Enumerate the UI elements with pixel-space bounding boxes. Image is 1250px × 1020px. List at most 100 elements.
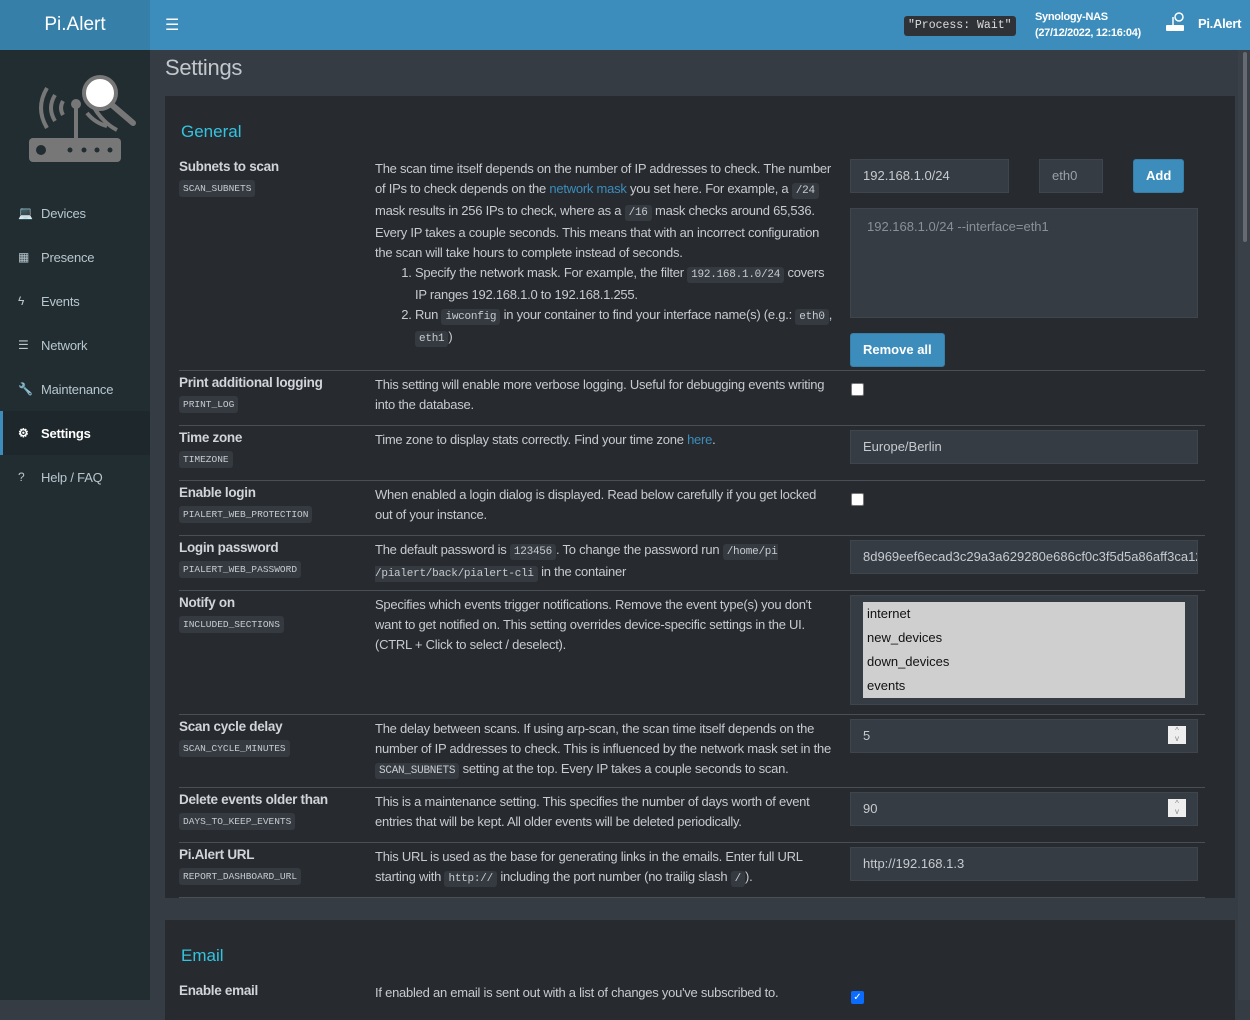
setting-key: DAYS_TO_KEEP_EVENTS bbox=[179, 813, 296, 830]
subnet-input[interactable]: 192.168.1.0/24 bbox=[850, 159, 1009, 193]
setting-checkbox[interactable]: ✓ bbox=[851, 991, 864, 1004]
sidebar-item-help-faq[interactable]: ? Help / FAQ bbox=[0, 455, 150, 499]
setting-row: Time zone TIMEZONE Time zone to display st… bbox=[179, 426, 1205, 481]
question-icon: ? bbox=[18, 470, 25, 484]
select-option[interactable]: internet bbox=[863, 602, 1185, 626]
inline-code: 192.168.1.0/24 bbox=[687, 267, 785, 283]
help-link[interactable]: here bbox=[687, 432, 713, 447]
sidebar-item-devices[interactable]: 💻 Devices bbox=[0, 191, 150, 235]
description-text: , bbox=[828, 307, 833, 322]
setting-control bbox=[850, 371, 1205, 425]
sidebar-item-events[interactable]: ϟ Events bbox=[0, 279, 150, 323]
setting-input[interactable]: Europe/Berlin bbox=[850, 430, 1198, 464]
setting-label: Enable login bbox=[179, 485, 256, 500]
setting-label-cell: Enable email bbox=[179, 979, 375, 1019]
setting-label: Time zone bbox=[179, 430, 243, 445]
description-paragraph: This URL is used as the base for generat… bbox=[375, 847, 836, 889]
description-text: This is a maintenance setting. This spec… bbox=[375, 794, 810, 829]
number-spinner-icon[interactable]: ^ v bbox=[1168, 799, 1186, 817]
top-navbar: Pi.Alert ☰ "Process: Wait" Synology-NAS (… bbox=[0, 0, 1250, 50]
setting-label-cell: Enable login PIALERT_WEB_PROTECTION bbox=[179, 481, 375, 535]
setting-control: 90 ^ v bbox=[850, 788, 1205, 842]
description-paragraph: If enabled an email is sent out with a l… bbox=[375, 983, 836, 1003]
sidebar-menu: 💻 Devices ▦ Presence ϟ Events ☰ Network 🔧 Mainten… bbox=[0, 191, 150, 499]
sidebar-item-label: Help / FAQ bbox=[41, 469, 103, 485]
inline-code: iwconfig bbox=[441, 309, 501, 325]
inline-code: /24 bbox=[791, 183, 819, 199]
brand-logo[interactable]: Pi.Alert bbox=[0, 0, 150, 50]
setting-checkbox[interactable] bbox=[851, 493, 864, 506]
inline-code: SCAN_SUBNETS bbox=[375, 763, 460, 779]
setting-label: Subnets to scan bbox=[179, 159, 279, 174]
setting-label: Enable email bbox=[179, 983, 258, 998]
setting-description: When enabled a login dialog is displayed… bbox=[375, 481, 850, 535]
description-text: This setting will enable more verbose lo… bbox=[375, 377, 825, 412]
description-paragraph: The default password is 123456. To chang… bbox=[375, 540, 836, 584]
sidebar-item-label: Devices bbox=[41, 205, 86, 221]
sidebar-item-label: Maintenance bbox=[41, 381, 114, 397]
select-option[interactable]: events bbox=[863, 674, 1185, 698]
description-paragraph: The scan time itself depends on the numb… bbox=[375, 159, 836, 263]
setting-input[interactable]: http://192.168.1.3 bbox=[850, 847, 1198, 881]
setting-input[interactable]: 90 bbox=[850, 792, 1198, 826]
sidebar-item-network[interactable]: ☰ Network bbox=[0, 323, 150, 367]
description-text: mask results in 256 IPs to check, where … bbox=[375, 203, 625, 218]
description-text: ) bbox=[448, 329, 453, 344]
interface-input[interactable]: eth0 bbox=[1039, 159, 1103, 193]
description-paragraph: Time zone to display stats correctly. Fi… bbox=[375, 430, 836, 450]
user-menu[interactable]: Pi.Alert bbox=[1198, 16, 1242, 31]
setting-description: Specifies which events trigger notificat… bbox=[375, 591, 850, 714]
subnets-list-textarea[interactable]: 192.168.1.0/24 --interface=eth1 bbox=[850, 208, 1198, 318]
menu-toggle-icon[interactable]: ☰ bbox=[165, 17, 180, 34]
remove-all-button[interactable]: Remove all bbox=[850, 333, 945, 367]
description-text: The delay between scans. If using arp-sc… bbox=[375, 721, 831, 756]
setting-input[interactable]: 8d969eef6ecad3c29a3a629280e686cf0c3f5d5a… bbox=[850, 540, 1198, 574]
setting-row: Enable email If enabled an email is sent … bbox=[179, 979, 1205, 1019]
description-text: . bbox=[712, 432, 716, 447]
setting-label-cell: Delete events older than DAYS_TO_KEEP_EVE… bbox=[179, 788, 375, 842]
gear-icon: ⚙ bbox=[18, 426, 29, 440]
setting-control: http://192.168.1.3 bbox=[850, 843, 1205, 897]
inline-code: http:// bbox=[444, 871, 497, 887]
scrollbar-thumb[interactable] bbox=[1243, 52, 1247, 242]
setting-row: Delete events older than DAYS_TO_KEEP_EVE… bbox=[179, 788, 1205, 843]
number-spinner-icon[interactable]: ^ v bbox=[1168, 726, 1186, 744]
setting-input[interactable]: 5 bbox=[850, 719, 1198, 753]
subnet-entry[interactable]: 192.168.1.0/24 --interface=eth1 bbox=[867, 219, 1049, 234]
setting-description: This URL is used as the base for generat… bbox=[375, 843, 850, 897]
add-subnet-button[interactable]: Add bbox=[1133, 159, 1185, 193]
setting-row: Subnets to scan SCAN_SUBNETS The scan time… bbox=[179, 155, 1205, 371]
host-info: Synology-NAS (27/12/2022, 12:16:04) bbox=[1035, 9, 1141, 41]
description-text: mask checks around 65,536. Every IP take… bbox=[375, 203, 820, 260]
sidebar-item-maintenance[interactable]: 🔧 Maintenance bbox=[0, 367, 150, 411]
laptop-icon: 💻 bbox=[18, 206, 33, 220]
description-text: covers IP ranges 192.168.1.0 to 192.168.… bbox=[415, 265, 825, 302]
setting-label: Login password bbox=[179, 540, 279, 555]
select-option[interactable]: new_devices bbox=[863, 626, 1185, 650]
setting-label: Print additional logging bbox=[179, 375, 323, 390]
setting-description: Time zone to display stats correctly. Fi… bbox=[375, 426, 850, 480]
help-link[interactable]: network mask bbox=[549, 181, 627, 196]
setting-label: Scan cycle delay bbox=[179, 719, 283, 734]
description-text: in the container bbox=[537, 564, 627, 579]
router-icon[interactable] bbox=[1164, 11, 1188, 33]
setting-label-cell: Time zone TIMEZONE bbox=[179, 426, 375, 480]
page-title: Settings bbox=[165, 55, 243, 80]
select-option[interactable]: down_devices bbox=[863, 650, 1185, 674]
setting-key: REPORT_DASHBOARD_URL bbox=[179, 868, 302, 885]
setting-control: internet new_devices down_devices events bbox=[850, 591, 1205, 714]
sidebar-item-presence[interactable]: ▦ Presence bbox=[0, 235, 150, 279]
setting-row: Pi.Alert URL REPORT_DASHBOARD_URL This URL… bbox=[179, 843, 1205, 898]
section-title-general: General bbox=[181, 122, 242, 141]
page-scrollbar[interactable] bbox=[1238, 50, 1250, 1000]
sidebar-item-label: Settings bbox=[41, 425, 91, 441]
description-text: Specifies which events trigger notificat… bbox=[375, 597, 812, 652]
notify-on-multiselect[interactable]: internet new_devices down_devices events bbox=[850, 595, 1198, 705]
setting-checkbox[interactable] bbox=[851, 383, 864, 396]
description-list-item: Specify the network mask. For example, t… bbox=[415, 263, 836, 305]
description-text: If enabled an email is sent out with a l… bbox=[375, 985, 779, 1000]
description-text: including the port number (no trailig sl… bbox=[496, 869, 731, 884]
sidebar-item-settings[interactable]: ⚙ Settings bbox=[0, 411, 150, 455]
description-text: The default password is bbox=[375, 542, 510, 557]
setting-description: If enabled an email is sent out with a l… bbox=[375, 979, 850, 1019]
